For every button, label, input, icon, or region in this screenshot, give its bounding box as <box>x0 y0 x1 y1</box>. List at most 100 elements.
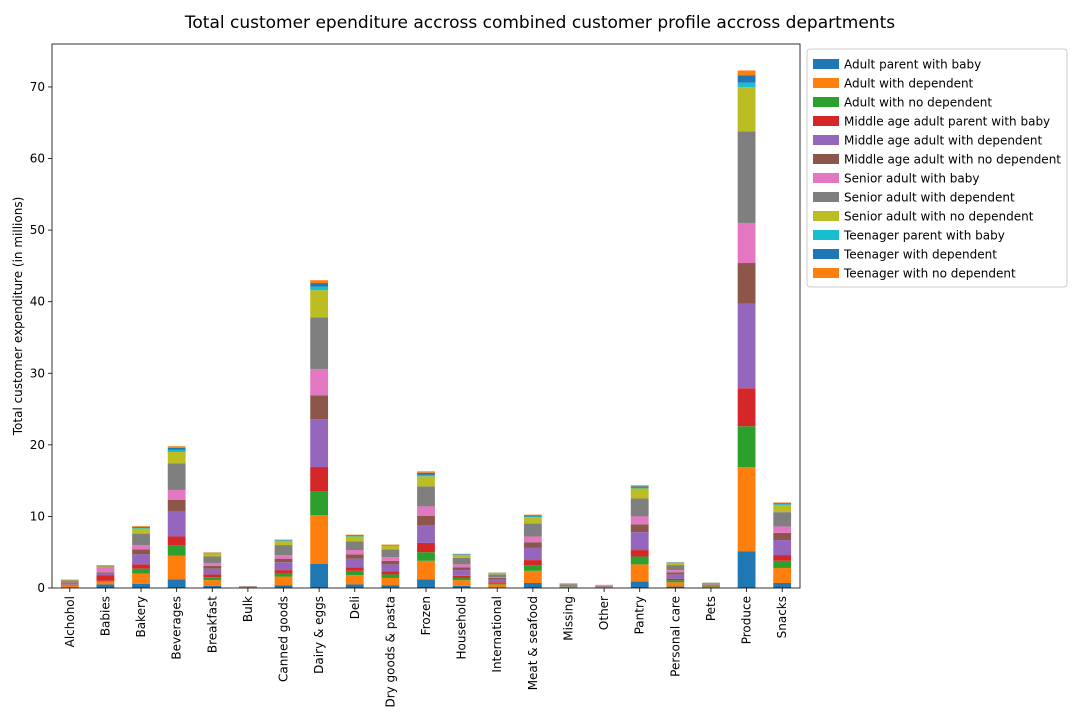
bar-segment <box>666 582 684 586</box>
bar-segment <box>346 559 364 568</box>
bar-segment <box>773 540 791 555</box>
bar-segment <box>346 541 364 550</box>
legend-swatch <box>813 154 839 164</box>
bar-segment <box>168 448 186 450</box>
bar-segment <box>631 564 649 581</box>
bar-segment <box>631 557 649 565</box>
bar-segment <box>132 564 150 568</box>
bar-segment <box>773 502 791 503</box>
bar-segment <box>97 566 115 567</box>
bar-segment <box>203 566 221 569</box>
bar-segment <box>738 223 756 263</box>
bar-segment <box>417 561 435 580</box>
bar-segment <box>310 491 328 515</box>
bar-segment <box>168 545 186 556</box>
bar-segment <box>381 545 399 546</box>
bar-segment <box>417 475 435 476</box>
bar-segment <box>381 572 399 575</box>
legend-swatch <box>813 173 839 183</box>
bar-segment <box>773 555 791 561</box>
legend-swatch <box>813 78 839 88</box>
bar-segment <box>702 587 720 588</box>
bar-segment <box>275 577 293 586</box>
bar-segment <box>453 564 471 567</box>
x-tick-label: Bakery <box>134 596 148 638</box>
bar-segment <box>310 467 328 491</box>
legend-swatch <box>813 116 839 126</box>
x-tick-label: Pantry <box>633 596 647 634</box>
bar-segment <box>168 450 186 452</box>
x-tick-label: Dairy & eggs <box>312 596 326 674</box>
bar-segment <box>488 583 506 584</box>
bar-segment <box>132 554 150 564</box>
bar-segment <box>381 585 399 588</box>
bar-segment <box>417 506 435 515</box>
y-axis-label: Total customer expenditure (in millions) <box>11 197 25 437</box>
bar-segment <box>738 83 756 87</box>
bar-segment <box>346 554 364 558</box>
legend-swatch <box>813 135 839 145</box>
x-tick-label: Missing <box>561 596 575 641</box>
bar-segment <box>524 542 542 548</box>
bar-segment <box>203 563 221 566</box>
bar-segment <box>524 517 542 523</box>
bar-segment <box>310 395 328 419</box>
bar-segment <box>702 583 720 584</box>
bar-segment <box>381 574 399 578</box>
bar-segment <box>453 578 471 580</box>
bar-segment <box>346 536 364 541</box>
bar-segment <box>524 536 542 542</box>
bar-segment <box>738 87 756 131</box>
bar-segment <box>381 549 399 557</box>
bar-segment <box>168 500 186 511</box>
bar-segment <box>203 569 221 575</box>
bar-segment <box>61 580 79 581</box>
x-tick-label: Personal care <box>668 596 682 677</box>
bar-segment <box>773 533 791 540</box>
bar-segment <box>417 552 435 561</box>
bar-segment <box>310 287 328 291</box>
x-tick-label: Snacks <box>775 596 789 638</box>
bar-segment <box>453 567 471 570</box>
bar-segment <box>488 578 506 579</box>
bar-segment <box>310 280 328 283</box>
legend-label: Senior adult with baby <box>844 172 979 186</box>
bar-segment <box>203 557 221 563</box>
bar-segment <box>453 580 471 586</box>
bar-segment <box>132 584 150 588</box>
legend-swatch <box>813 59 839 69</box>
bar-segment <box>666 563 684 565</box>
bar-segment <box>346 567 364 571</box>
legend-label: Middle age adult with no dependent <box>844 153 1061 167</box>
bar-segment <box>631 582 649 588</box>
bar-segment <box>773 504 791 505</box>
bar-segment <box>773 583 791 588</box>
bar-segment <box>275 585 293 588</box>
bar-segment <box>310 283 328 287</box>
bar-segment <box>346 536 364 537</box>
bar-segment <box>132 528 150 529</box>
bar-segment <box>61 580 79 581</box>
bar-segment <box>524 548 542 560</box>
bar-segment <box>346 571 364 575</box>
bar-segment <box>381 557 399 561</box>
bar-segment <box>417 473 435 475</box>
bar-segment <box>488 577 506 578</box>
bar-segment <box>203 580 221 586</box>
bar-segment <box>168 579 186 588</box>
bar-segment <box>666 579 684 580</box>
bar-segment <box>524 583 542 588</box>
legend-swatch <box>813 268 839 278</box>
bar-segment <box>310 564 328 588</box>
bar-segment <box>453 576 471 578</box>
bar-segment <box>381 546 399 550</box>
bar-segment <box>738 551 756 588</box>
bar-segment <box>275 541 293 545</box>
bar-segment <box>417 543 435 552</box>
bar-segment <box>132 569 150 574</box>
bar-segment <box>346 584 364 588</box>
